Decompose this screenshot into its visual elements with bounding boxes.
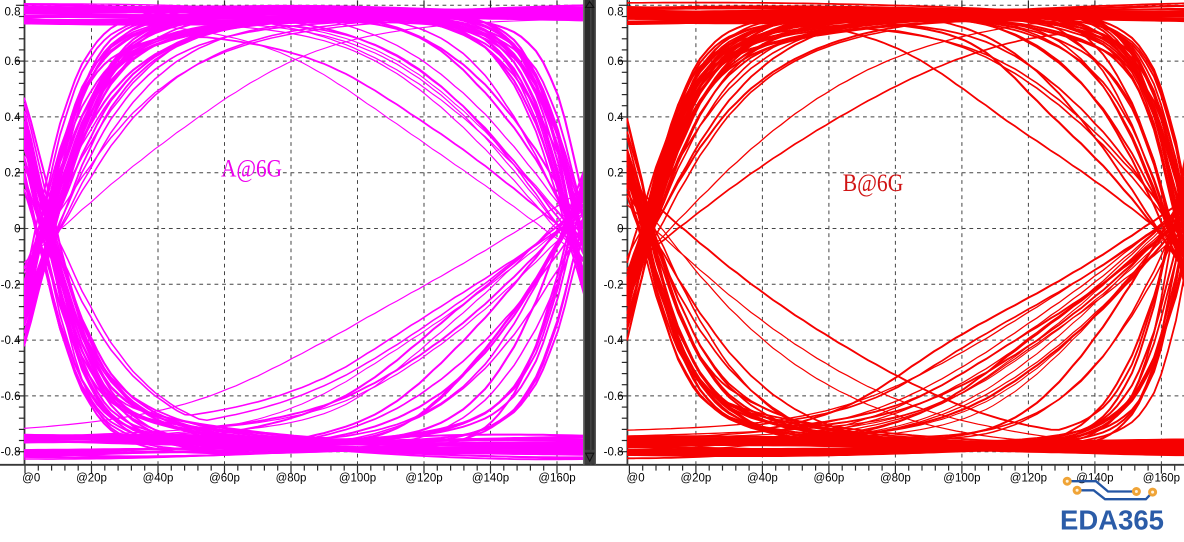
svg-text:@20p: @20p [76, 473, 107, 485]
svg-text:@100p: @100p [943, 473, 980, 485]
svg-text:0: 0 [617, 224, 623, 236]
svg-text:@100p: @100p [339, 473, 376, 485]
svg-text:-0.8: -0.8 [604, 447, 624, 459]
svg-text:@140p: @140p [472, 473, 509, 485]
svg-text:@40p: @40p [143, 473, 174, 485]
svg-text:B@6G: B@6G [843, 170, 904, 197]
svg-text:EDA365: EDA365 [1060, 505, 1164, 536]
svg-text:@160p: @160p [1143, 473, 1180, 485]
svg-text:-0.2: -0.2 [604, 279, 624, 291]
svg-text:@140p: @140p [1076, 473, 1113, 485]
svg-text:@60p: @60p [813, 473, 844, 485]
svg-text:-0.6: -0.6 [1, 391, 21, 403]
svg-text:@0: @0 [627, 473, 645, 485]
svg-text:@0: @0 [22, 473, 40, 485]
svg-text:-0.4: -0.4 [604, 335, 624, 347]
svg-text:0.4: 0.4 [608, 112, 625, 124]
svg-text:0.8: 0.8 [608, 6, 624, 18]
svg-text:@160p: @160p [538, 473, 575, 485]
svg-text:@80p: @80p [880, 473, 911, 485]
svg-text:@80p: @80p [276, 473, 307, 485]
svg-text:0.2: 0.2 [608, 168, 624, 180]
svg-text:-0.4: -0.4 [1, 335, 21, 347]
svg-text:-0.8: -0.8 [1, 447, 21, 459]
svg-text:0.6: 0.6 [5, 56, 21, 68]
svg-text:0.4: 0.4 [5, 112, 22, 124]
svg-text:0: 0 [14, 224, 20, 236]
svg-text:0.2: 0.2 [5, 168, 21, 180]
svg-text:@60p: @60p [209, 473, 240, 485]
svg-text:@40p: @40p [747, 473, 778, 485]
svg-text:-0.6: -0.6 [604, 391, 624, 403]
svg-text:@20p: @20p [680, 473, 711, 485]
svg-text:0.8: 0.8 [5, 6, 21, 18]
svg-text:A@6G: A@6G [221, 156, 282, 183]
svg-text:0.6: 0.6 [608, 56, 624, 68]
svg-text:-0.2: -0.2 [1, 279, 21, 291]
svg-text:@120p: @120p [405, 473, 442, 485]
svg-text:@120p: @120p [1010, 473, 1047, 485]
